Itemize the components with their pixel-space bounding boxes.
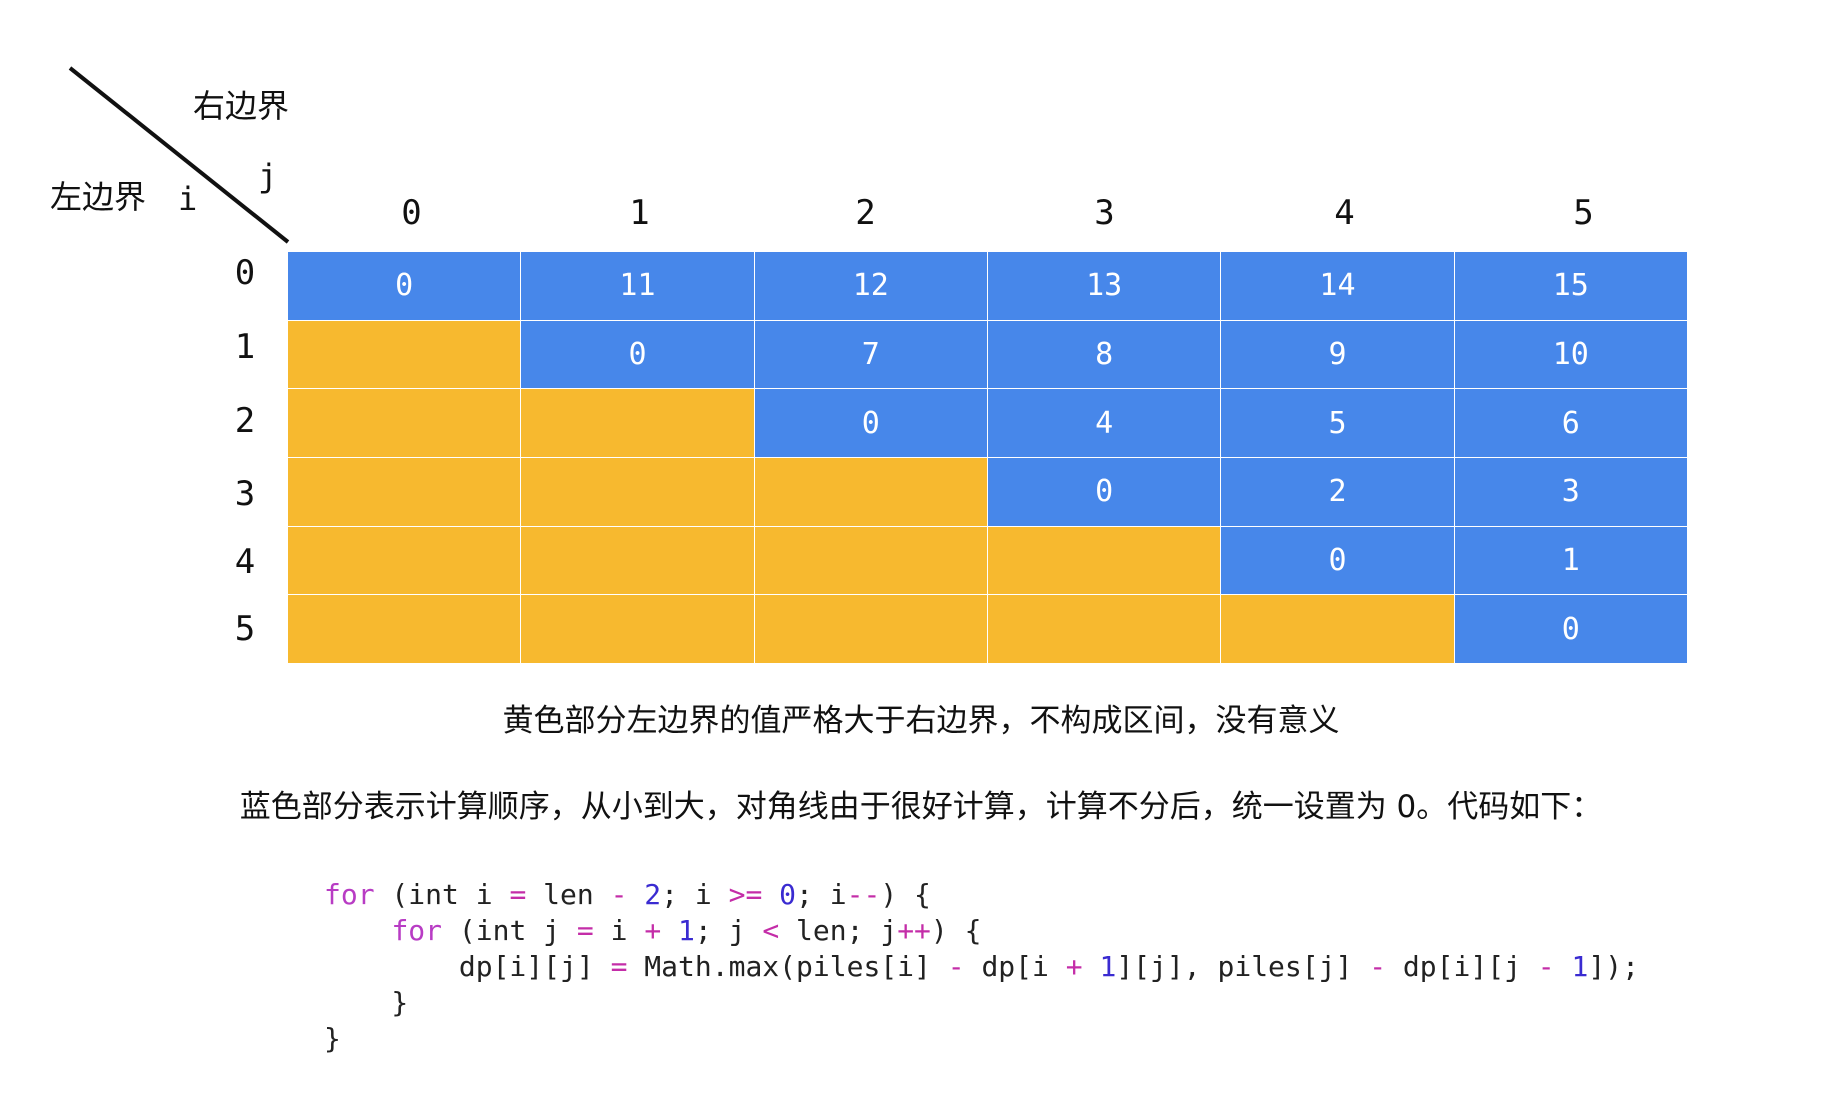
dp-cell-4-5: 1 bbox=[1454, 526, 1687, 595]
i-axis-label: i bbox=[178, 180, 198, 218]
dp-cell-4-0 bbox=[288, 526, 521, 595]
dp-cell-2-2: 0 bbox=[754, 389, 987, 457]
dp-cell-1-1: 0 bbox=[521, 320, 754, 389]
dp-cell-0-5: 15 bbox=[1454, 252, 1687, 320]
column-header-3: 3 bbox=[1094, 193, 1115, 233]
dp-cell-5-0 bbox=[288, 595, 521, 663]
left-boundary-label: 左边界 bbox=[50, 178, 147, 216]
j-axis-label: j bbox=[258, 157, 278, 195]
dp-cell-3-1 bbox=[521, 457, 754, 526]
row-header-1: 1 bbox=[234, 327, 256, 367]
dp-cell-2-1 bbox=[521, 389, 754, 457]
code-line-4: } bbox=[324, 986, 409, 1019]
column-header-5: 5 bbox=[1573, 193, 1594, 233]
dp-cell-0-0: 0 bbox=[288, 252, 521, 320]
dp-cell-3-4: 2 bbox=[1221, 457, 1454, 526]
dp-cell-0-1: 11 bbox=[521, 252, 754, 320]
dp-cell-4-3 bbox=[987, 526, 1221, 595]
dp-cell-4-4: 0 bbox=[1221, 526, 1454, 595]
code-line-3: dp[i][j] = Math.max(piles[i] - dp[i + 1]… bbox=[458, 950, 1639, 983]
dp-cell-5-1 bbox=[521, 595, 754, 663]
dp-cell-0-2: 12 bbox=[754, 252, 987, 320]
dp-cell-0-4: 14 bbox=[1221, 252, 1454, 320]
dp-cell-4-2 bbox=[754, 526, 987, 595]
dp-cell-1-2: 7 bbox=[754, 320, 987, 389]
right-boundary-label: 右边界 bbox=[193, 87, 290, 125]
code-line-5: } bbox=[324, 1022, 341, 1055]
dp-cell-1-3: 8 bbox=[987, 320, 1221, 389]
dp-cell-5-2 bbox=[754, 595, 987, 663]
row-header-0: 0 bbox=[234, 253, 256, 293]
dp-cell-2-5: 6 bbox=[1454, 389, 1687, 457]
dp-cell-5-5: 0 bbox=[1454, 595, 1687, 663]
row-header-5: 5 bbox=[234, 609, 256, 649]
column-header-0: 0 bbox=[401, 193, 422, 233]
dp-cell-3-5: 3 bbox=[1454, 457, 1687, 526]
dp-cell-2-0 bbox=[288, 389, 521, 457]
column-header-1: 1 bbox=[629, 193, 650, 233]
dp-cell-1-0 bbox=[288, 320, 521, 389]
dp-cell-5-4 bbox=[1221, 595, 1454, 663]
dp-table: 0 11 12 13 14 15 0 7 8 9 10 0 4 5 6 0 2 … bbox=[288, 252, 1687, 663]
dp-cell-3-2 bbox=[754, 457, 987, 526]
row-header-3: 3 bbox=[234, 474, 256, 514]
blue-region-caption: 蓝色部分表示计算顺序，从小到大，对角线由于很好计算，计算不分后，统一设置为 0。… bbox=[239, 789, 1603, 825]
code-line-2: for (int j = i + 1; j < len; j++) { bbox=[391, 914, 982, 947]
dp-cell-2-3: 4 bbox=[987, 389, 1221, 457]
code-block: for (int i = len - 2; i >= 0; i--) { for… bbox=[324, 877, 1639, 1057]
dp-cell-0-3: 13 bbox=[987, 252, 1221, 320]
dp-cell-4-1 bbox=[521, 526, 754, 595]
dp-cell-2-4: 5 bbox=[1221, 389, 1454, 457]
dp-cell-1-4: 9 bbox=[1221, 320, 1454, 389]
row-header-4: 4 bbox=[234, 542, 256, 582]
yellow-region-caption: 黄色部分左边界的值严格大于右边界，不构成区间，没有意义 bbox=[502, 703, 1340, 739]
code-line-1: for (int i = len - 2; i >= 0; i--) { bbox=[324, 878, 931, 911]
column-header-4: 4 bbox=[1334, 193, 1355, 233]
row-header-2: 2 bbox=[234, 401, 256, 441]
dp-cell-1-5: 10 bbox=[1454, 320, 1687, 389]
dp-cell-3-3: 0 bbox=[987, 457, 1221, 526]
dp-cell-5-3 bbox=[987, 595, 1221, 663]
column-header-2: 2 bbox=[855, 193, 876, 233]
dp-cell-3-0 bbox=[288, 457, 521, 526]
